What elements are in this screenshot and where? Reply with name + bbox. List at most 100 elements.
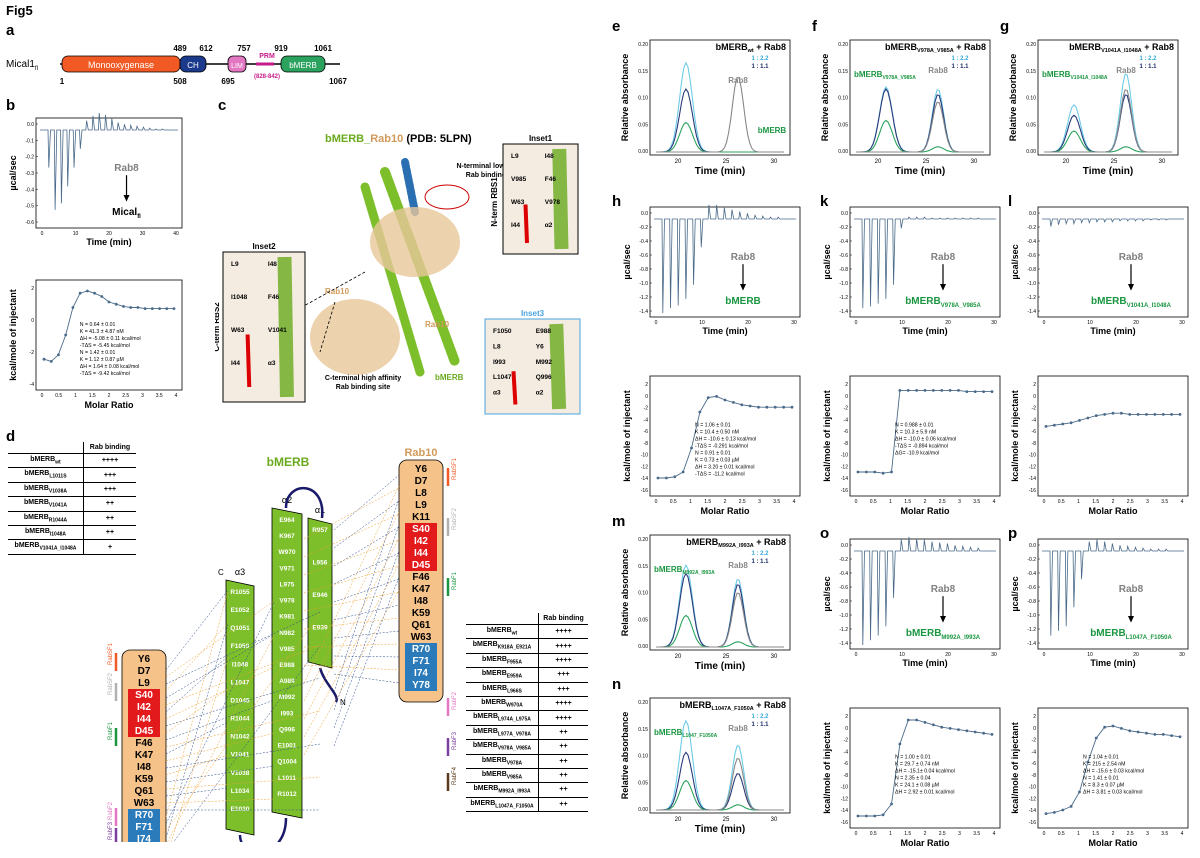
y-axis-label: kcal/mole of injectant — [622, 390, 632, 482]
helix-residue: E1030 — [231, 806, 250, 813]
table-row: bMERBF955A ++++ — [466, 653, 588, 669]
rab8-trace — [856, 101, 984, 153]
helix-residue: N982 — [279, 630, 295, 637]
thermogram-trace — [1042, 218, 1184, 227]
data-point — [114, 302, 118, 306]
rab-region-label: RabF2 — [452, 691, 458, 710]
domain-boundary-top: 612 — [199, 44, 213, 53]
data-point — [1044, 425, 1048, 428]
helix-residue: R1055 — [230, 589, 250, 596]
table-row: bMERBV978A ++ — [466, 754, 588, 769]
x-axis-label: Time (min) — [902, 658, 947, 668]
figure-title: Fig5 — [6, 3, 33, 18]
rab10-residue: R70 — [412, 644, 431, 655]
isotherm-frame — [35, 279, 183, 391]
bmerb-label: bMERB — [435, 373, 464, 382]
rab10-residue: Y78 — [412, 680, 430, 691]
panel-c-structure: bMERB_Rab10 (PDB: 5LPN) N-terminal low af… — [215, 133, 581, 415]
titrant-label: Rab8 — [931, 584, 956, 595]
fit-parameter: ΔH = 1.64 ± 0.08 kcal/mol — [80, 364, 140, 370]
data-point — [948, 727, 952, 730]
x-tick-label: 30 — [771, 654, 778, 660]
table-row: bMERBV1041A_I1048A + — [8, 539, 136, 555]
rab10-residue: I74 — [414, 668, 428, 679]
y-tick-label: -14 — [641, 476, 648, 482]
data-point — [85, 289, 89, 293]
y-axis-label: Relative absorbance — [1008, 54, 1018, 142]
titrand-label: bMERB — [725, 296, 761, 307]
ratio-label: 1 : 2.2 — [951, 56, 969, 62]
y-tick-label: -0.6 — [839, 253, 848, 259]
residue-label: L8 — [493, 343, 501, 350]
x-axis-label: Molar Ratio — [900, 838, 950, 848]
y-tick-label: 0.20 — [638, 42, 648, 48]
helix-residue: L1047 — [231, 679, 250, 686]
y-tick-label: -2 — [1032, 738, 1037, 744]
sec-chart-m: 0.00 0.05 0.10 0.15 0.20 20 25 30 Time (min) Rela… — [620, 534, 791, 672]
y-tick-label: -0.6 — [1027, 253, 1036, 259]
x-tick-label: 1.5 — [904, 499, 911, 505]
rab10-residue: I48 — [414, 596, 428, 607]
helix-residue: Q996 — [279, 726, 295, 733]
y-tick-label: 0.05 — [638, 617, 648, 623]
rab8-trace — [656, 757, 784, 811]
domain-ch — [179, 55, 207, 73]
y-tick-label: 0.00 — [638, 807, 648, 813]
rab10-residue: D7 — [415, 476, 428, 487]
y-tick-label: -2 — [844, 738, 849, 744]
panel-d-label: d — [6, 428, 16, 445]
rab-region-label: RabF1 — [452, 571, 458, 590]
data-point — [1103, 725, 1107, 729]
y-tick-label: 0 — [31, 318, 34, 324]
rab10-residue: F71 — [412, 656, 430, 667]
y-tick-label: -14 — [1029, 476, 1036, 482]
y-tick-label: 0.05 — [1026, 122, 1036, 128]
panel-a-label: a — [6, 22, 15, 39]
sec-trace — [656, 563, 784, 648]
helix-residue: E1001 — [278, 743, 297, 750]
helix-residue: L1034 — [231, 788, 250, 795]
residue-label: α2 — [536, 390, 544, 397]
y-tick-label: 2 — [31, 286, 34, 292]
y-tick-label: -12 — [841, 796, 848, 802]
residue-label: L1047 — [493, 374, 512, 381]
y-tick-label: -10 — [1029, 453, 1036, 459]
isotherm-frame — [849, 707, 1001, 829]
y-tick-label: 0 — [1033, 726, 1036, 732]
thermogram-frame — [649, 206, 801, 318]
x-tick-label: 2.5 — [939, 499, 946, 505]
x-tick-label: 3.5 — [1161, 499, 1168, 505]
x-tick-label: 0 — [41, 393, 44, 399]
svg-text:CH: CH — [187, 61, 199, 70]
y-axis-label: µcal/sec — [1010, 244, 1020, 279]
y-tick-label: -1.2 — [839, 627, 848, 633]
helix-residue: V985 — [279, 646, 295, 653]
helix-residue: E988 — [279, 662, 295, 669]
helix-residue: Q1051 — [230, 625, 250, 632]
helix-residue: F1050 — [231, 643, 250, 650]
x-tick-label: 3.5 — [973, 499, 980, 505]
fit-parameter: ΔH = 3.20 ± 0.01 kcal/mol — [695, 464, 755, 470]
data-point — [881, 471, 885, 475]
x-tick-label: 1 — [689, 499, 692, 505]
rab10-residue: W63 — [411, 632, 432, 643]
c-site-label: Rab binding site — [336, 384, 391, 391]
data-point — [1145, 413, 1148, 416]
panel-e-label: e — [612, 18, 621, 35]
data-point — [1086, 760, 1090, 764]
y-tick-label: -8 — [1032, 773, 1037, 779]
sec-chart-f: 0.00 0.05 0.10 0.15 0.20 20 25 30 Time (min) Rela… — [820, 39, 991, 177]
y-tick-label: -0.4 — [1027, 571, 1036, 577]
data-point — [1119, 727, 1123, 730]
x-axis-label: Time (min) — [702, 326, 747, 336]
x-tick-label: 25 — [723, 817, 730, 823]
panel-a-domain-map: Mical1fl Monooxygenase CH LIM PRM (828-8… — [6, 44, 347, 86]
titrand-label: bMERBM992A_I993A — [906, 628, 981, 641]
fit-parameter: -TΔS = -5.45 kcal/mol — [80, 343, 130, 349]
x-tick-label: 30 — [1159, 159, 1166, 165]
rab10-residue: I74 — [137, 834, 151, 842]
bmerb-peak-label: bMERBL1047_F1050A — [654, 728, 718, 739]
n-site-label: N-terminal low affinity — [456, 163, 529, 170]
table-header: Rab binding — [8, 442, 136, 454]
domain-boundary-top: 757 — [237, 44, 251, 53]
